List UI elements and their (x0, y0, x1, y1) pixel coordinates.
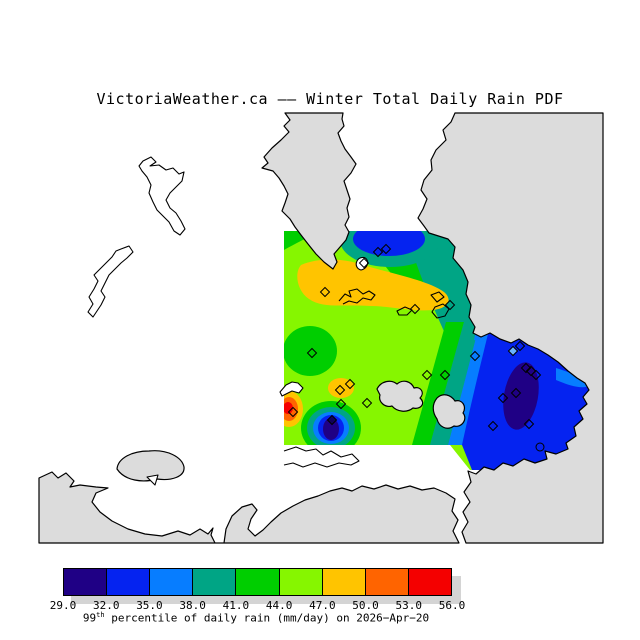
station-marker (287, 406, 299, 418)
station-marker (439, 369, 451, 381)
station-marker (510, 387, 522, 399)
station-marker (306, 347, 318, 359)
station-marker (344, 378, 356, 390)
protection-island (116, 450, 185, 482)
colorbar-caption: 99th percentile of daily rain (mm/day) o… (83, 611, 429, 625)
contour-29-32 (503, 362, 539, 430)
station-marker (326, 414, 338, 426)
colorbar-tick-label: 47.0 (309, 599, 336, 612)
station-marker (380, 243, 392, 255)
contour-53-56 (284, 402, 293, 414)
harbour-land-east (432, 394, 466, 429)
colorbar-tick-label: 44.0 (265, 599, 293, 612)
caption-prefix: 99 (82, 611, 97, 625)
contour-32-35 (353, 231, 425, 256)
gulf-island-north (138, 156, 186, 236)
colorbar-segment (193, 569, 237, 595)
station-marker (525, 365, 537, 377)
contour-35-38 (556, 368, 590, 388)
colorbar-tick-label: 38.0 (179, 599, 206, 612)
colorbar-segment (107, 569, 151, 595)
station-marker (469, 350, 481, 362)
contour-38-41 (406, 231, 477, 445)
gulf-island-south (87, 245, 134, 318)
colorbar-tick-label: 35.0 (136, 599, 163, 612)
caption-superscript: th (96, 611, 105, 619)
station-marker (523, 418, 535, 430)
contour-41-44 (412, 322, 464, 445)
colorbar-segment (322, 569, 366, 595)
colorbar-segment (150, 569, 194, 595)
contour-47-50 (328, 378, 354, 398)
station-marker (520, 362, 532, 374)
colorbar-tick-label: 56.0 (438, 599, 466, 612)
harbour-shoreline (338, 288, 376, 305)
station-marker (335, 398, 347, 410)
colorbar-tick-label: 29.0 (49, 599, 77, 612)
south-coastline (283, 446, 360, 468)
islet-outline (431, 303, 450, 319)
station-marker (409, 303, 421, 315)
colorbar-tick-label: 32.0 (92, 599, 120, 612)
colorbar-segment (236, 569, 280, 595)
islet-outline (430, 291, 445, 303)
station-marker (497, 392, 509, 404)
station-marker (334, 384, 346, 396)
station-marker (358, 257, 370, 269)
landmass-olympic-peninsula (38, 471, 460, 544)
colorbar-segment (279, 569, 323, 595)
station-marker (530, 369, 542, 381)
page-title: VictoriaWeather.ca —— Winter Total Daily… (96, 90, 564, 108)
station-markers-layer (287, 243, 542, 432)
station-marker (514, 340, 526, 352)
harbour-land-west (376, 380, 424, 412)
colorbar-segment (64, 569, 108, 595)
islet-outline (146, 474, 159, 486)
station-marker (487, 420, 499, 432)
colorbar-segment (408, 569, 451, 595)
station-marker (421, 369, 433, 381)
colorbar-tick-label: 50.0 (352, 599, 379, 612)
station-marker (444, 299, 456, 311)
islet-outline (396, 306, 413, 316)
colorbar-segments (63, 568, 452, 596)
station-marker (361, 397, 373, 409)
colorbar-tick-label: 53.0 (395, 599, 423, 612)
contour-47-50 (297, 259, 449, 311)
caption-rest: percentile of daily rain (mm/day) on 202… (104, 611, 430, 625)
station-marker (507, 345, 519, 357)
station-marker (372, 246, 384, 258)
colorbar-segment (365, 569, 409, 595)
trial-island (535, 442, 545, 452)
colorbar-tick-label: 41.0 (222, 599, 250, 612)
coastal-spit (279, 381, 304, 397)
contour-29-32 (323, 418, 339, 440)
landmass-east-saanich (417, 112, 604, 544)
landmass-northwest-malahat (261, 112, 357, 270)
station-marker (319, 286, 331, 298)
